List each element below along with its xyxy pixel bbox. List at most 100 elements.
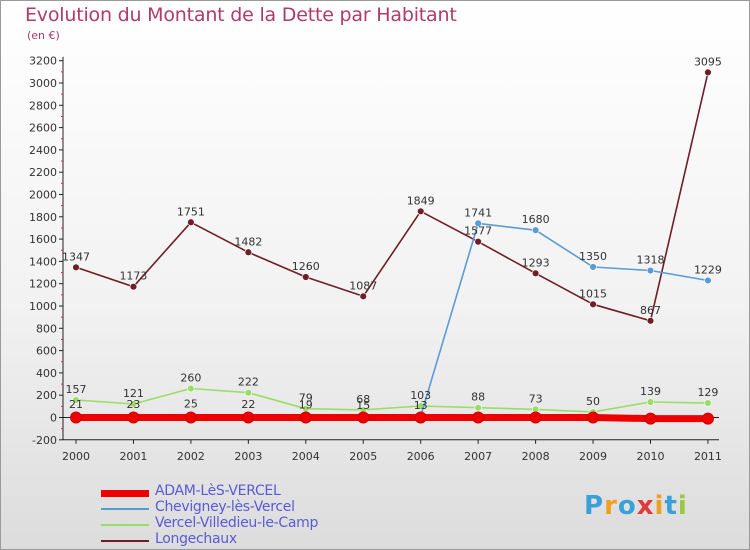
data-label: 19 — [299, 398, 313, 411]
y-tick-label: 2000 — [29, 189, 57, 202]
chart-title: Evolution du Montant de la Dette par Hab… — [25, 4, 457, 26]
y-tick-label: 1800 — [29, 211, 57, 224]
data-point — [187, 384, 195, 393]
x-tick-label: 2008 — [522, 450, 550, 463]
data-label: 88 — [471, 391, 485, 404]
legend-label: Longechaux — [155, 531, 237, 547]
y-tick-label: 600 — [36, 345, 57, 358]
y-tick-label: 400 — [36, 367, 57, 380]
legend-label: Vercel-Villedieu-le-Camp — [155, 515, 319, 531]
data-label: 222 — [238, 376, 259, 389]
data-label: 25 — [184, 398, 198, 411]
data-label: 1741 — [464, 206, 492, 219]
y-tick-label: 3200 — [29, 55, 57, 68]
data-point — [704, 399, 712, 407]
data-label: 50 — [586, 395, 600, 408]
proxiti-logo: Proxiti — [584, 491, 688, 521]
data-point — [472, 411, 485, 424]
series-line — [75, 71, 709, 322]
y-tick-label: 1400 — [29, 255, 57, 268]
data-point — [529, 411, 542, 424]
data-label: 1260 — [292, 260, 320, 273]
data-label: 867 — [640, 304, 661, 317]
data-point — [244, 389, 253, 397]
series-line — [72, 414, 712, 423]
data-point — [302, 273, 310, 281]
data-label: 15 — [356, 399, 370, 412]
data-label: 129 — [697, 386, 718, 399]
data-point — [474, 403, 482, 412]
data-point — [531, 226, 540, 234]
series-line — [75, 387, 709, 413]
data-label: 21 — [69, 398, 83, 411]
x-tick-label: 2001 — [119, 450, 147, 463]
data-label: 121 — [123, 387, 144, 400]
data-label: 22 — [241, 398, 255, 411]
x-tick-label: 2004 — [292, 450, 320, 463]
y-tick-label: 0 — [50, 412, 57, 425]
y-tick-label: 2800 — [29, 99, 57, 112]
data-point — [701, 412, 714, 425]
data-label: 1087 — [349, 279, 377, 292]
y-tick-label: -200 — [32, 434, 57, 447]
data-point — [184, 411, 197, 424]
x-tick-label: 2009 — [579, 450, 607, 463]
x-tick-label: 2005 — [349, 450, 377, 463]
data-point — [646, 317, 655, 325]
data-label: 68 — [356, 393, 370, 406]
series-line — [75, 222, 709, 417]
data-point — [646, 398, 655, 406]
data-point — [242, 411, 255, 424]
data-point — [244, 248, 253, 256]
data-point — [704, 276, 712, 285]
data-label: 139 — [640, 385, 661, 398]
y-tick-label: 200 — [36, 389, 57, 402]
data-point — [531, 269, 540, 278]
data-label: 1751 — [177, 205, 205, 218]
legend-swatch — [101, 508, 149, 510]
y-tick-label: 2400 — [29, 144, 57, 157]
data-point — [414, 411, 427, 424]
data-label: 1173 — [119, 270, 147, 283]
data-label: 1680 — [522, 213, 550, 226]
data-label: 1350 — [579, 250, 607, 263]
data-point — [127, 411, 140, 424]
x-tick-label: 2007 — [464, 450, 492, 463]
data-point — [129, 283, 138, 291]
x-tick-label: 2006 — [407, 450, 435, 463]
legend-swatch — [101, 524, 149, 526]
data-label: 1482 — [234, 235, 262, 248]
data-label: 1229 — [694, 263, 722, 276]
data-label: 1577 — [464, 225, 492, 238]
data-point — [72, 263, 80, 272]
data-point — [704, 68, 712, 77]
x-tick-label: 2003 — [234, 450, 262, 463]
data-point — [474, 219, 482, 228]
x-tick-label: 2010 — [637, 450, 665, 463]
data-label: 73 — [529, 392, 543, 405]
y-tick-label: 3000 — [29, 77, 57, 90]
data-label: 157 — [66, 383, 87, 396]
x-tick-label: 2011 — [694, 450, 722, 463]
legend-label: Chevigney-lès-Vercel — [155, 499, 295, 515]
data-label: 79 — [299, 392, 313, 405]
legend-label: ADAM-LèS-VERCEL — [155, 483, 281, 499]
data-point — [646, 266, 655, 275]
data-label: 1015 — [579, 287, 607, 300]
data-point — [474, 237, 482, 246]
y-tick-label: 1200 — [29, 278, 57, 291]
data-point — [589, 263, 597, 271]
y-tick-label: 800 — [36, 322, 57, 335]
data-label: 260 — [180, 372, 201, 385]
y-tick-label: 1600 — [29, 233, 57, 246]
data-point — [417, 207, 425, 216]
y-tick-label: 1000 — [29, 300, 57, 313]
y-tick-label: 2600 — [29, 122, 57, 135]
data-label: 3095 — [694, 55, 722, 68]
data-point — [359, 292, 367, 300]
x-tick-label: 2000 — [62, 450, 90, 463]
legend-swatch — [101, 489, 149, 497]
data-point — [589, 300, 597, 309]
